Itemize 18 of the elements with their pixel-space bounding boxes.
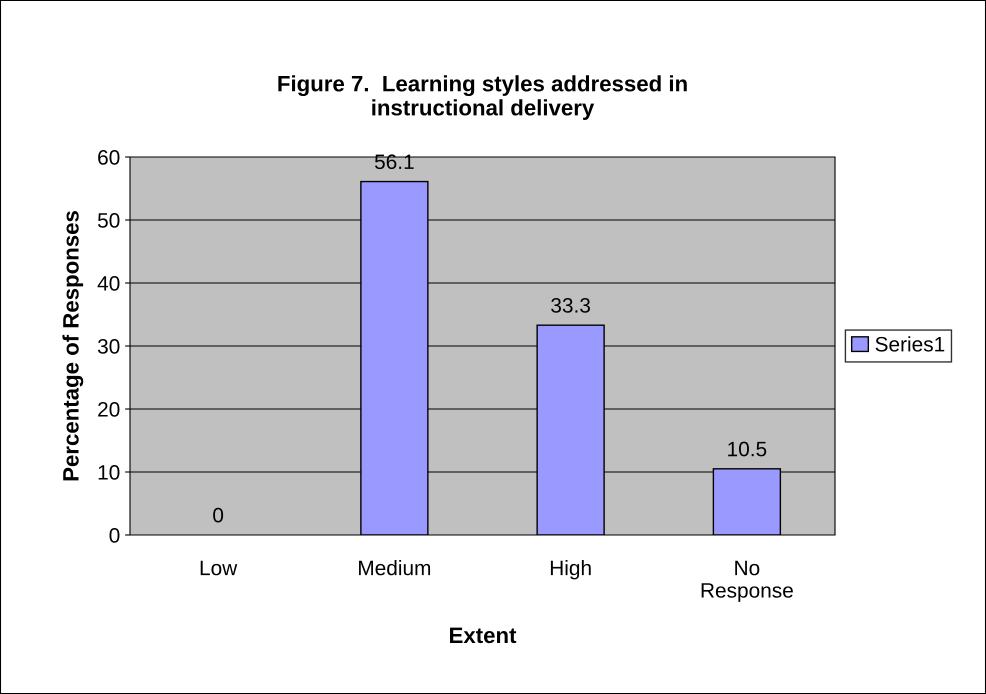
y-tick-label: 60: [98, 150, 120, 165]
y-tick-label: 0: [110, 528, 120, 543]
chart-title: Figure 7. Learning styles addressed in instructional delivery: [278, 75, 687, 120]
data-label: 10.5: [728, 442, 766, 456]
data-label: 33.3: [551, 298, 590, 313]
y-axis-title: Percentage of Responses: [62, 211, 84, 480]
y-tick-label: 40: [98, 276, 120, 291]
y-tick-label: 50: [98, 213, 120, 228]
x-tick-label: High: [550, 560, 591, 580]
y-tick-label: 20: [98, 402, 120, 417]
x-tick-label: Medium: [359, 560, 430, 576]
data-label: 0: [213, 508, 224, 523]
y-tick-label: 30: [98, 339, 120, 354]
x-axis-title: Extent: [450, 628, 516, 644]
legend-label: Series1: [876, 336, 944, 352]
y-tick-label: 10: [98, 465, 120, 480]
x-tick-label: Low: [200, 560, 238, 576]
x-tick-label: No Response: [702, 560, 793, 602]
